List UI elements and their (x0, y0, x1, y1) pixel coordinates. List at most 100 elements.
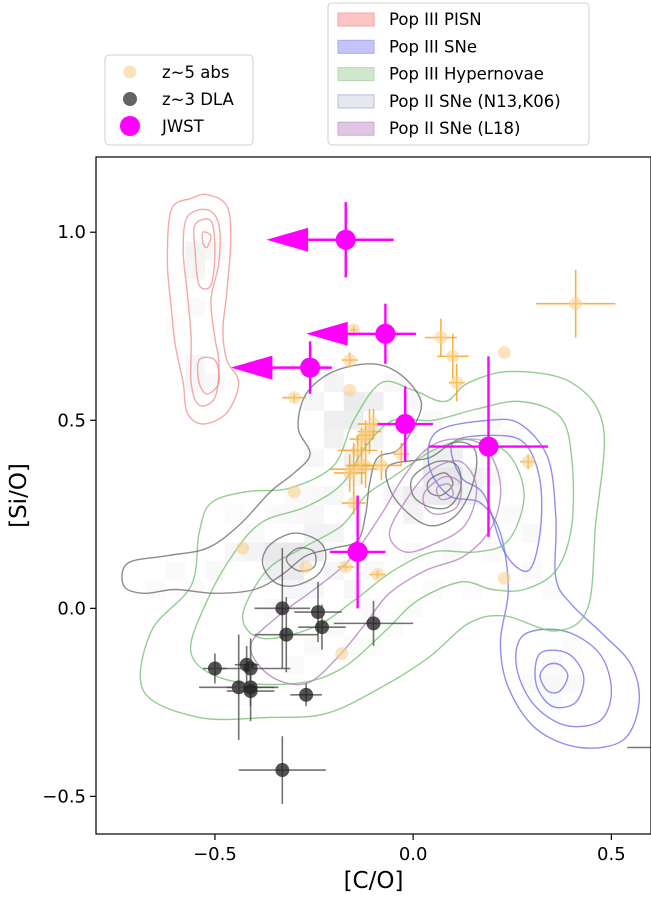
legend-label: JWST (161, 117, 205, 136)
abs-point (497, 346, 511, 360)
y-tick-label: 0.5 (57, 410, 86, 431)
heatmap-cell (304, 504, 324, 524)
dla-point (226, 660, 275, 722)
x-axis-label: [C/O] (344, 868, 404, 894)
abs-point (369, 567, 386, 581)
contour-line (534, 649, 585, 709)
x-tick-label: 0.0 (399, 844, 428, 865)
contour-line (435, 483, 454, 501)
contour-line (539, 662, 569, 694)
heatmap-cell (541, 655, 562, 675)
heatmap-cell (284, 561, 305, 581)
y-tick-label: 1.0 (57, 222, 86, 243)
plot-frame (95, 156, 651, 835)
contour-line (121, 363, 423, 595)
contour-pop-ii-sne-n13-k06- (121, 363, 478, 595)
legend-frame (327, 2, 590, 146)
legends: z~5 abs z~3 DLA JWST Pop III PISN Pop III SN… (104, 2, 590, 146)
dla-marker (366, 616, 381, 631)
legend-frame (104, 54, 254, 146)
dla-marker (311, 605, 325, 620)
density-heatmap (146, 241, 582, 712)
heatmap-cell (403, 599, 423, 618)
legend-marker (120, 116, 140, 136)
abs-point (425, 318, 457, 357)
dla-point (238, 736, 326, 804)
jwst-point (306, 303, 416, 364)
contour-line (166, 193, 240, 425)
heatmap-cell (304, 523, 324, 543)
abs-point (341, 352, 358, 368)
heatmap-cell (323, 486, 344, 505)
contour-pop-iii-pisn (166, 193, 240, 425)
abs-marker (343, 353, 357, 367)
heatmap-cell (146, 580, 166, 599)
abs-marker (446, 349, 460, 363)
abs-marker (569, 297, 583, 311)
abs-marker (287, 391, 301, 405)
abs-point (287, 485, 301, 499)
abs-point (335, 646, 349, 660)
abs-point (448, 363, 465, 402)
abs-marker (335, 646, 349, 660)
jwst-limit-arrow (230, 355, 273, 380)
dla-marker (279, 627, 294, 642)
legend-models: Pop III PISN Pop III SNe Pop III Hypernova… (327, 2, 590, 146)
abs-marker (343, 466, 357, 480)
legend-label: Pop III PISN (389, 10, 482, 29)
heatmap-cell (323, 410, 344, 430)
y-axis-label: [Si/O] (6, 463, 32, 528)
abs-point (299, 560, 313, 574)
abs-marker (497, 571, 511, 585)
legend-label: z~5 abs (162, 63, 229, 82)
jwst-point (377, 386, 433, 462)
jwst-marker (395, 414, 416, 435)
abs-point (393, 442, 410, 466)
heatmap-cell (264, 542, 285, 562)
legend-swatch (337, 94, 375, 109)
jwst-marker (335, 229, 356, 250)
dla-point (254, 597, 318, 673)
contour-line (422, 475, 463, 516)
legend-swatch (337, 67, 375, 82)
dla-marker (243, 684, 258, 699)
legend-swatch (337, 121, 375, 136)
heatmap-cell (323, 373, 344, 393)
legend-observations: z~5 abs z~3 DLA JWST (104, 54, 254, 146)
contour-line (189, 400, 575, 686)
contour-line (261, 532, 327, 587)
heatmap-cell (185, 298, 206, 317)
legend-label: Pop II SNe (L18) (389, 119, 520, 138)
abs-point (536, 269, 616, 338)
contour-line (196, 356, 220, 395)
heatmap-cell (244, 542, 265, 562)
heatmap-cell (185, 260, 206, 280)
heatmap-cell (363, 392, 384, 411)
abs-marker (450, 376, 464, 390)
abs-point (520, 454, 537, 470)
jwst-marker (375, 323, 396, 344)
data-points (199, 202, 616, 804)
heatmap-cell (482, 542, 503, 562)
abs-marker (367, 417, 380, 431)
heatmap-cell (502, 504, 523, 524)
heatmap-cell (323, 429, 344, 449)
contour-line (515, 628, 613, 728)
jwst-limit-arrow (306, 321, 348, 346)
heatmap-cell (403, 392, 424, 411)
x-tick-label: −0.5 (193, 844, 237, 865)
abs-marker (374, 458, 388, 472)
jwst-marker (300, 357, 321, 378)
jwst-point (266, 202, 394, 278)
contour-line (139, 370, 606, 721)
contour-line (409, 460, 462, 510)
abs-marker (287, 485, 301, 499)
contour-line (182, 208, 221, 407)
dla-marker (314, 620, 329, 635)
contour-line (426, 472, 454, 497)
axis-ticks: −0.5 0.0 0.5 −0.5 0.0 0.5 1.0 (42, 222, 625, 865)
legend-label: Pop II SNe (N13,K06) (389, 92, 561, 111)
dla-marker (275, 763, 290, 778)
contour-line (388, 459, 478, 554)
abs-marker (299, 560, 313, 574)
